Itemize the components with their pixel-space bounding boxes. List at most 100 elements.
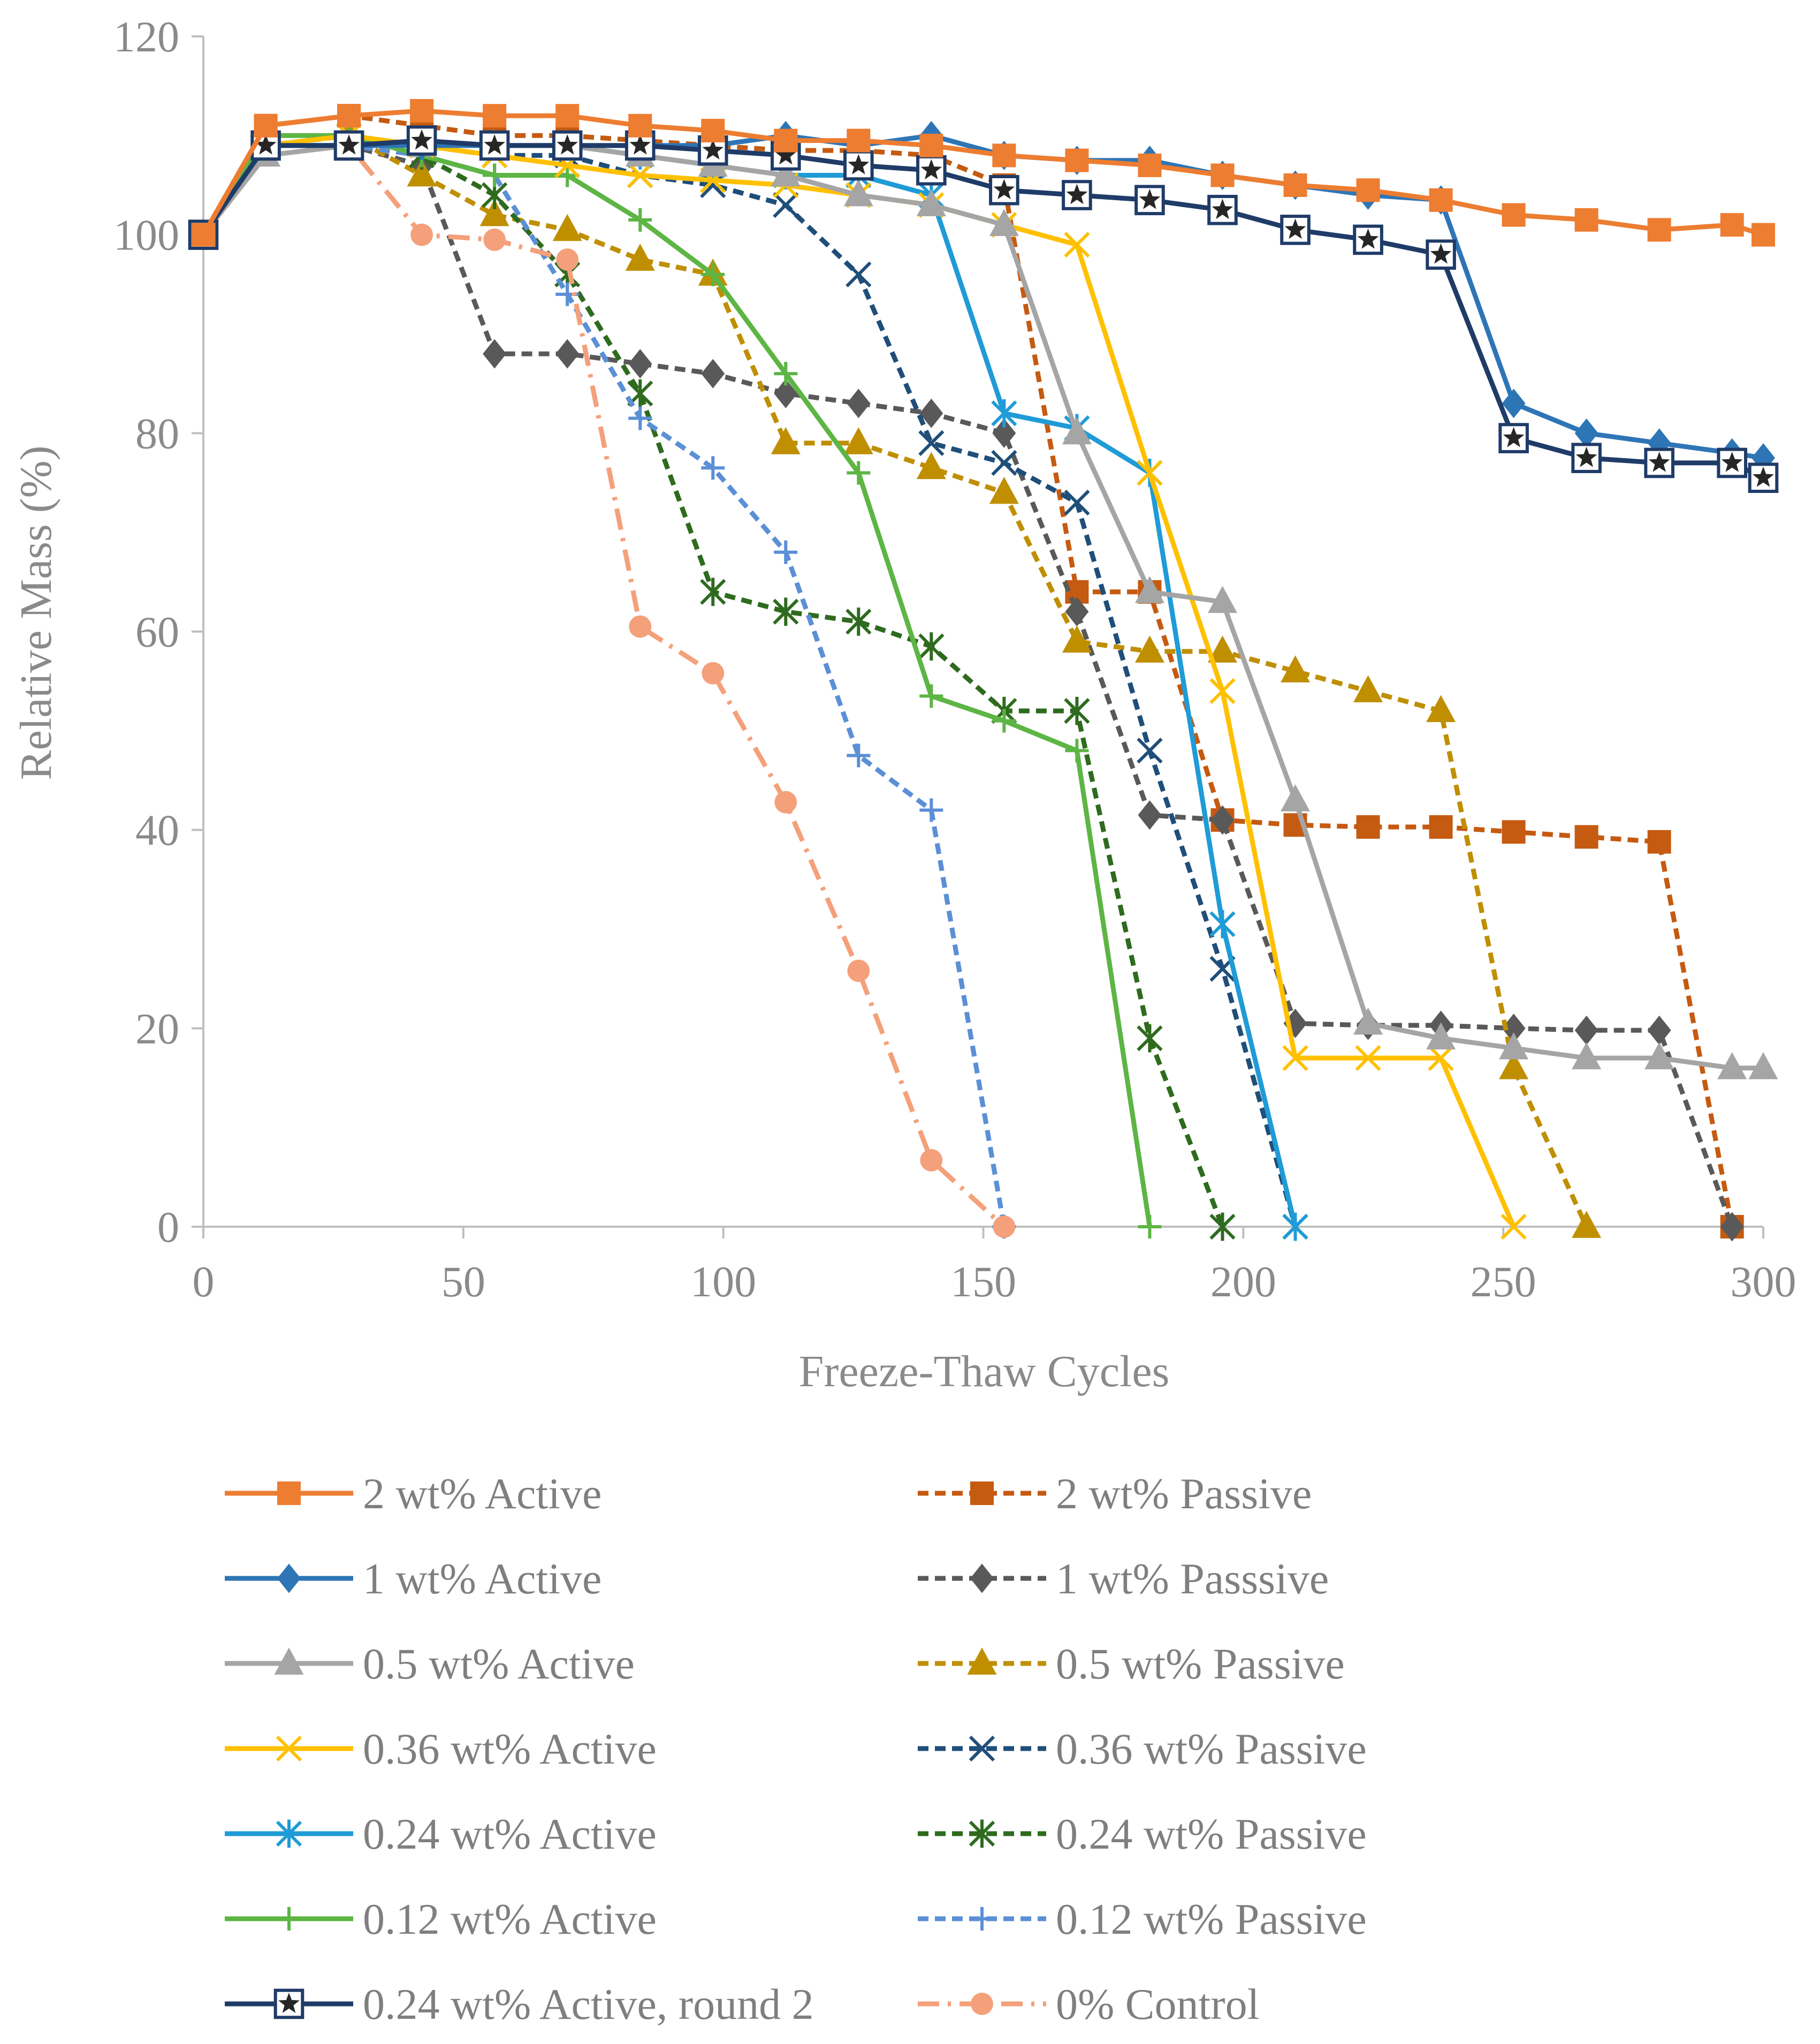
- data-point: [847, 389, 871, 419]
- data-point: [701, 359, 725, 389]
- data-point: [919, 398, 943, 428]
- data-point: [774, 128, 798, 153]
- data-point-star: [1648, 452, 1670, 472]
- data-point-star: [702, 139, 724, 159]
- series-0-36-wt-passive: [190, 123, 1308, 1240]
- data-point: [277, 1907, 301, 1931]
- y-tick-label: 0: [157, 1203, 179, 1251]
- data-point: [1281, 784, 1310, 811]
- data-point: [774, 540, 798, 564]
- data-point: [1426, 1022, 1456, 1050]
- legend-label: 0.24 wt% Active: [363, 1810, 657, 1858]
- data-point: [1356, 178, 1380, 202]
- legend-label: 0.36 wt% Active: [363, 1724, 657, 1773]
- data-point: [1499, 1052, 1529, 1080]
- data-point: [274, 1647, 304, 1675]
- data-point: [1353, 675, 1383, 703]
- series-line: [201, 143, 1007, 1227]
- data-point: [916, 189, 946, 216]
- legend-label: 1 wt% Active: [363, 1554, 601, 1603]
- data-point: [1209, 678, 1236, 704]
- data-point: [479, 199, 509, 226]
- legend-label: 0.12 wt% Passive: [1056, 1895, 1367, 1943]
- data-point: [1064, 696, 1090, 725]
- data-point-star: [629, 134, 651, 155]
- x-tick-label: 250: [1471, 1257, 1536, 1306]
- data-point: [1499, 1032, 1529, 1060]
- data-point: [1426, 695, 1456, 723]
- data-point: [918, 430, 945, 456]
- data-point: [970, 1481, 994, 1505]
- legend-entry: 0.24 wt% Passive: [918, 1810, 1367, 1858]
- data-point-star: [557, 134, 578, 155]
- series-line: [201, 133, 1152, 1227]
- legend-entry: 1 wt% Active: [225, 1554, 601, 1603]
- data-point: [774, 362, 798, 386]
- data-point: [992, 709, 1016, 733]
- x-tick-label: 100: [690, 1257, 756, 1306]
- data-point: [1572, 1211, 1602, 1238]
- legend-entry: 0.36 wt% Active: [225, 1724, 657, 1773]
- data-point: [1062, 417, 1092, 445]
- series-0-24-wt-active: [190, 131, 1308, 1241]
- data-point: [991, 399, 1017, 428]
- data-point: [555, 104, 580, 128]
- data-point: [919, 798, 943, 822]
- data-point: [846, 607, 872, 636]
- data-point-star: [411, 129, 432, 150]
- data-point: [483, 229, 506, 251]
- data-point: [1353, 1007, 1383, 1035]
- data-point-star: [1212, 199, 1233, 219]
- x-tick-label: 200: [1210, 1257, 1276, 1306]
- data-point: [483, 104, 507, 128]
- data-point: [969, 1735, 995, 1762]
- data-point: [1429, 188, 1453, 212]
- data-point: [628, 208, 652, 232]
- series-0-control: [192, 134, 1016, 1238]
- data-point: [989, 476, 1019, 504]
- legend: 2 wt% Active 2 wt% Passive 1 wt% Active 1 w…: [225, 1469, 1367, 2028]
- legend-label: 0% Control: [1056, 1980, 1259, 2028]
- legend-label: 0.12 wt% Active: [363, 1895, 657, 1943]
- data-point: [556, 248, 579, 271]
- data-point: [1428, 1045, 1454, 1072]
- y-tick-label: 40: [135, 806, 179, 855]
- data-point: [483, 163, 507, 187]
- data-point: [919, 133, 943, 157]
- data-point-star: [1357, 229, 1379, 249]
- series-line: [201, 133, 1516, 1228]
- data-point: [1752, 223, 1775, 247]
- data-point: [1574, 418, 1598, 448]
- legend-label: 0.24 wt% Active, round 2: [363, 1980, 814, 2028]
- data-point: [918, 632, 945, 661]
- data-point: [1502, 1013, 1526, 1043]
- data-point: [192, 223, 215, 247]
- data-point: [847, 128, 871, 153]
- y-tick-label: 80: [135, 409, 179, 458]
- x-tick-label: 50: [441, 1257, 485, 1306]
- data-point-star: [1503, 427, 1525, 447]
- data-point-star: [1066, 184, 1088, 204]
- data-point: [992, 418, 1016, 448]
- data-point: [991, 450, 1017, 476]
- legend-entry: 0.5 wt% Active: [225, 1639, 635, 1688]
- data-point: [276, 1819, 302, 1848]
- legend-label: 0.5 wt% Passive: [1056, 1639, 1345, 1688]
- data-point: [1207, 586, 1237, 613]
- series-line: [201, 133, 1298, 1228]
- y-axis-title: Relative Mass (%): [11, 445, 61, 780]
- data-point: [1644, 1042, 1674, 1069]
- data-point: [920, 1149, 943, 1172]
- data-point: [1574, 825, 1598, 849]
- series-0-5-wt-active: [188, 130, 1778, 1080]
- data-point-star: [1430, 243, 1452, 264]
- legend-label: 0.24 wt% Passive: [1056, 1810, 1367, 1858]
- data-point: [1207, 635, 1237, 663]
- data-point: [1429, 815, 1453, 839]
- data-point: [847, 743, 871, 768]
- series-0-12-wt-active: [192, 124, 1162, 1238]
- data-point: [1137, 1024, 1163, 1053]
- x-tick-label: 0: [193, 1257, 215, 1306]
- legend-entry: 0.36 wt% Passive: [918, 1724, 1367, 1773]
